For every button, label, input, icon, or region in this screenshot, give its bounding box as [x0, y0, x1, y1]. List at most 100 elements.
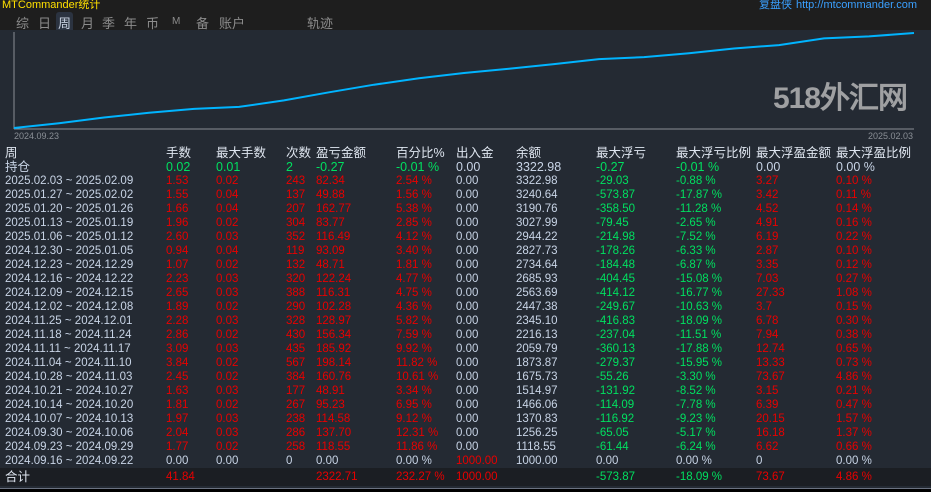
- row-label: 2025.01.13 ~ 2025.01.19: [5, 217, 134, 229]
- row-label: 2024.11.18 ~ 2024.11.24: [5, 329, 132, 341]
- cell: -65.05: [596, 427, 629, 439]
- cell: -55.26: [596, 371, 629, 383]
- cell: 20.15: [756, 413, 785, 425]
- cell: -2.65 %: [676, 217, 716, 229]
- column-header[interactable]: 出入金: [456, 146, 494, 160]
- cell: 1256.25: [516, 427, 558, 439]
- watermark: 518外汇网: [772, 82, 908, 115]
- cell: 116.31: [316, 287, 351, 299]
- table-row: 2024.09.23 ~ 2024.09.29 1.77 0.02 258 118.55…: [0, 440, 931, 454]
- table-row: 2025.01.13 ~ 2025.01.19 1.96 0.02 304 83.77 2…: [0, 216, 931, 230]
- cell: 0.00: [456, 189, 479, 201]
- row-label: 2024.10.21 ~ 2024.10.27: [5, 385, 134, 397]
- column-header[interactable]: 次数: [286, 146, 312, 160]
- cell: 1000.00: [456, 471, 498, 483]
- cell: 7.03: [756, 273, 779, 285]
- cell: 4.86 %: [836, 371, 872, 383]
- column-header[interactable]: 余额: [516, 146, 542, 160]
- cell: -10.63 %: [676, 301, 723, 313]
- cell: -214.98: [596, 231, 636, 243]
- cell: 0.00: [456, 427, 479, 439]
- column-header[interactable]: 最大浮盈比例: [836, 146, 912, 160]
- cell: -0.27: [596, 160, 625, 174]
- row-label: 2024.09.23 ~ 2024.09.29: [5, 441, 134, 453]
- cell: 0.00: [456, 203, 479, 215]
- tab-6[interactable]: 币: [146, 16, 160, 31]
- cell: 1118.55: [516, 441, 556, 453]
- cell: 2.85 %: [396, 217, 432, 229]
- cell: 0.02: [216, 301, 239, 313]
- cell: 12.74: [756, 343, 785, 355]
- cell: 3.34 %: [396, 385, 432, 397]
- column-header[interactable]: 最大浮盈金额: [756, 146, 832, 160]
- column-header[interactable]: 最大浮亏: [596, 146, 647, 160]
- cell: -573.87: [596, 189, 636, 201]
- cell: 116.49: [316, 231, 351, 243]
- column-header[interactable]: 手数: [166, 146, 192, 160]
- cell: 11.86 %: [396, 441, 438, 453]
- table-row: 2024.11.04 ~ 2024.11.10 3.84 0.02 567 198.14…: [0, 356, 931, 370]
- cell: 0.03: [216, 385, 239, 397]
- cell: 137.70: [316, 427, 352, 439]
- row-label: 2024.10.28 ~ 2024.11.03: [5, 371, 133, 383]
- cell: 304: [286, 217, 306, 229]
- column-header[interactable]: 盈亏金额: [316, 146, 367, 160]
- cell: -237.04: [596, 329, 636, 341]
- tab-9[interactable]: 账户: [219, 16, 246, 31]
- cell: 0.02: [216, 329, 239, 341]
- cell: -9.23 %: [676, 413, 716, 425]
- cell: 2.87: [756, 245, 779, 257]
- cell: 0.04: [216, 189, 239, 201]
- cell: 48.91: [316, 385, 345, 397]
- cell: 27.33: [756, 287, 785, 299]
- cell: 0.02: [216, 217, 239, 229]
- cell: -79.45: [596, 217, 629, 229]
- table-row: 2024.12.16 ~ 2024.12.22 2.23 0.03 320 122.24…: [0, 272, 931, 286]
- cell: 0.00: [456, 371, 479, 383]
- tab-3[interactable]: 月: [81, 16, 95, 31]
- cell: 4.36 %: [396, 301, 432, 313]
- cell: 1466.06: [516, 399, 558, 411]
- tab-1[interactable]: 日: [38, 16, 52, 31]
- tab-0[interactable]: 综: [16, 16, 30, 31]
- cell: 0.03: [216, 413, 239, 425]
- cell: 3.27: [756, 175, 779, 187]
- cell: -404.45: [596, 273, 636, 285]
- cell: 0.04: [216, 203, 239, 215]
- cell: 6.78: [756, 315, 779, 327]
- cell: 4.77 %: [396, 273, 432, 285]
- cell: 290: [286, 301, 306, 313]
- cell: 0.00 %: [836, 160, 875, 174]
- column-header[interactable]: 周: [5, 146, 18, 160]
- equity-chart: 2024.09.23 2025.02.03: [13, 32, 915, 141]
- brand-link[interactable]: 复盘侠 http://mtcommander.com: [755, 0, 917, 12]
- cell: 0.03: [216, 273, 239, 285]
- brand-url[interactable]: http://mtcommander.com: [795, 0, 917, 11]
- bottom-border: [0, 488, 931, 492]
- cell: 0.00: [456, 273, 479, 285]
- cell: 2563.69: [516, 287, 558, 299]
- tab-2[interactable]: 周: [56, 12, 74, 33]
- row-label: 持仓: [5, 160, 31, 174]
- cell: 267: [286, 399, 306, 411]
- column-header[interactable]: 最大浮亏比例: [676, 146, 752, 160]
- cell: 10.61 %: [396, 371, 439, 383]
- cell: 3.09: [166, 343, 189, 355]
- cell: -6.87 %: [676, 259, 716, 271]
- column-header[interactable]: 最大手数: [216, 146, 267, 160]
- cell: 12.31 %: [396, 427, 439, 439]
- tab-8[interactable]: 备: [196, 16, 210, 31]
- tab-5[interactable]: 年: [124, 16, 138, 31]
- column-header[interactable]: 百分比%: [396, 146, 445, 160]
- cell: 435: [286, 343, 306, 355]
- cell: 2.65: [166, 287, 189, 299]
- cell: 3.42: [756, 189, 779, 201]
- cell: 4.91: [756, 217, 779, 229]
- tab-10[interactable]: 轨迹: [307, 16, 334, 31]
- tab-4[interactable]: 季: [102, 16, 116, 31]
- cell: -360.13: [596, 343, 636, 355]
- total-row: 合计 41.84 2322.71 232.27 % 1000.00 -573.87 -18.…: [0, 468, 931, 486]
- tab-7[interactable]: M: [172, 16, 181, 27]
- cell: -29.03: [596, 175, 629, 187]
- cell: 7.94: [756, 329, 779, 341]
